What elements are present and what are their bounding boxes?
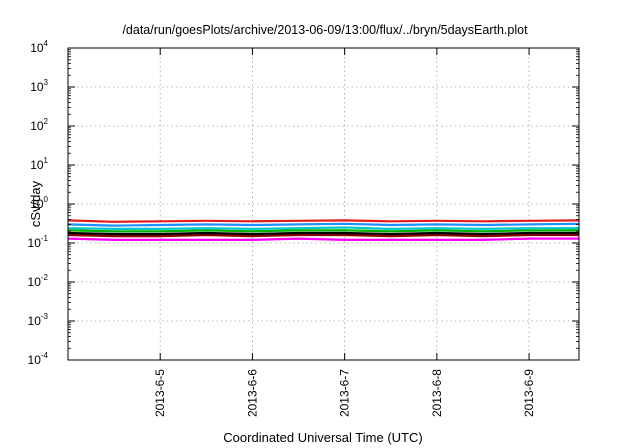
y-tick-base: 10 xyxy=(30,158,44,172)
series-layer xyxy=(67,219,580,241)
y-tick-label: 104 xyxy=(30,39,48,55)
y-tick-label: 102 xyxy=(30,117,48,133)
y-tick-label: 10-4 xyxy=(28,351,49,367)
y-tick-exponent: -3 xyxy=(41,312,49,321)
y-tick-base: 10 xyxy=(28,275,42,289)
x-axis: 2013-6-5 2013-6-6 2013-6-7 2013-6-8 2013-6-9 xyxy=(153,48,536,417)
y-tick-base: 10 xyxy=(30,80,44,94)
y-tick-label: 100 xyxy=(30,195,48,211)
y-tick-base: 10 xyxy=(28,353,42,367)
y-axis-label: cSv/day xyxy=(28,180,43,227)
series-line xyxy=(67,222,580,227)
x-tick-label: 2013-6-8 xyxy=(430,369,444,417)
y-tick-base: 10 xyxy=(30,119,44,133)
y-tick-label: 10-3 xyxy=(28,312,49,328)
x-tick-label: 2013-6-9 xyxy=(522,369,536,417)
x-axis-label: Coordinated Universal Time (UTC) xyxy=(223,430,422,445)
y-tick-label: 103 xyxy=(30,78,48,94)
y-tick-exponent: 0 xyxy=(44,195,49,204)
series-line xyxy=(67,233,579,238)
y-tick-exponent: 1 xyxy=(44,156,49,165)
y-tick-label: 101 xyxy=(30,156,48,172)
y-tick-base: 10 xyxy=(30,197,44,211)
chart-title: /data/run/goesPlots/archive/2013-06-09/1… xyxy=(122,23,528,37)
y-tick-exponent: 3 xyxy=(44,78,49,87)
y-tick-exponent: -2 xyxy=(41,273,49,282)
y-tick-base: 10 xyxy=(28,236,42,250)
y-tick-label: 10-1 xyxy=(28,234,49,250)
x-tick-label: 2013-6-7 xyxy=(338,369,352,417)
y-tick-base: 10 xyxy=(28,314,42,328)
series-line xyxy=(67,229,579,233)
y-tick-exponent: -1 xyxy=(41,234,49,243)
y-tick-exponent: -4 xyxy=(41,351,49,360)
series-line xyxy=(67,231,579,236)
series-line xyxy=(67,219,580,223)
series-line xyxy=(67,226,579,230)
x-tick-label: 2013-6-5 xyxy=(153,369,167,417)
x-tick-label: 2013-6-6 xyxy=(245,369,259,417)
y-tick-label: 10-2 xyxy=(28,273,49,289)
y-tick-exponent: 2 xyxy=(44,117,49,126)
plot-area xyxy=(68,48,579,360)
y-tick-base: 10 xyxy=(30,41,44,55)
series-line xyxy=(67,237,579,241)
y-tick-exponent: 4 xyxy=(44,39,49,48)
